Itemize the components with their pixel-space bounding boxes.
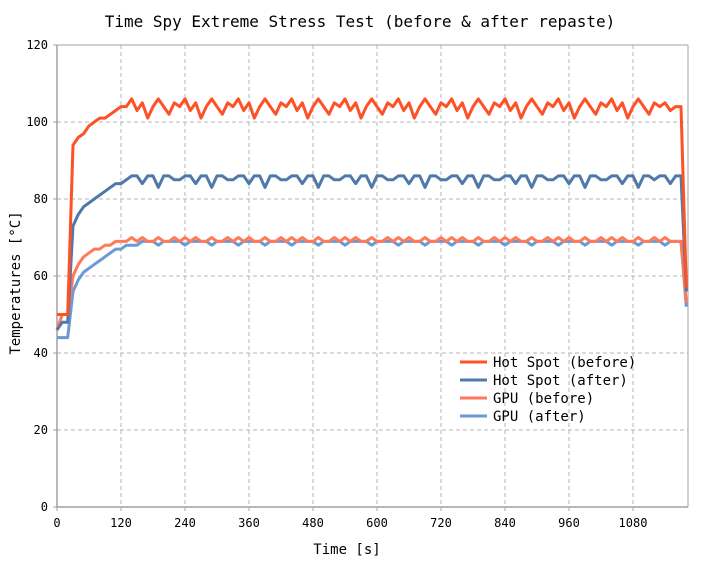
y-tick-labels: 0 20 40 60 80 100 120 xyxy=(26,38,48,514)
y-axis-label: Temperatures [°C] xyxy=(8,211,24,354)
y-tick-label: 20 xyxy=(34,423,48,437)
x-tick-label: 1080 xyxy=(619,516,648,530)
x-tick-label: 240 xyxy=(174,516,196,530)
y-tick-label: 120 xyxy=(26,38,48,52)
x-axis-label: Time [s] xyxy=(313,542,380,558)
x-tick-label: 480 xyxy=(302,516,324,530)
y-tick-label: 80 xyxy=(34,192,48,206)
x-tick-labels: 0 120 240 360 480 600 720 840 960 1080 xyxy=(53,516,647,530)
y-tick-label: 60 xyxy=(34,269,48,283)
series-lines xyxy=(55,97,688,340)
x-tick-label: 0 xyxy=(53,516,60,530)
x-tick-label: 120 xyxy=(110,516,132,530)
x-tick-label: 960 xyxy=(558,516,580,530)
series-line-hot-spot-before xyxy=(57,97,688,316)
grid xyxy=(57,44,688,507)
x-tick-label: 840 xyxy=(494,516,516,530)
x-tick-label: 360 xyxy=(238,516,260,530)
x-tick-label: 600 xyxy=(366,516,388,530)
y-tick-label: 40 xyxy=(34,346,48,360)
y-tick-label: 0 xyxy=(41,500,48,514)
legend-label: GPU (after) xyxy=(493,409,586,425)
legend-label: GPU (before) xyxy=(493,391,594,407)
legend-label: Hot Spot (before) xyxy=(493,355,636,371)
legend-label: Hot Spot (after) xyxy=(493,373,628,389)
chart-title: Time Spy Extreme Stress Test (before & a… xyxy=(105,12,616,31)
axes xyxy=(53,44,689,511)
x-tick-label: 720 xyxy=(430,516,452,530)
legend: Hot Spot (before) Hot Spot (after) GPU (be… xyxy=(460,355,636,425)
y-tick-label: 100 xyxy=(26,115,48,129)
series-line-gpu-before xyxy=(55,236,688,331)
series-line-hot-spot-after xyxy=(55,174,688,331)
series-line-gpu-after xyxy=(57,239,688,340)
